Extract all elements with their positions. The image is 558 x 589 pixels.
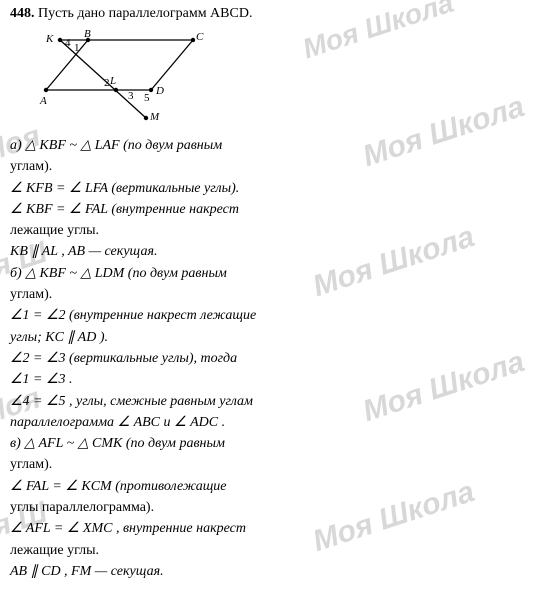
part-b-line3: ∠1 = ∠2 (внутренние накрест лежащие [10, 306, 548, 326]
part-b-line1: б) △ KBF ~ △ LDM (по двум равным [10, 264, 548, 284]
part-a-line1: а) △ KBF ~ △ LAF (по двум равным [10, 136, 548, 156]
part-b-line8: параллелограмма ∠ ABC и ∠ ADC . [10, 413, 548, 433]
part-c-line2: углам). [10, 455, 548, 475]
svg-text:C: C [196, 31, 204, 43]
part-b-line6: ∠1 = ∠3 . [10, 370, 548, 390]
part-b-line5: ∠2 = ∠3 (вертикальные углы), тогда [10, 349, 548, 369]
part-a-line4: ∠ KBF = ∠ FAL (внутренние накрест [10, 200, 548, 220]
svg-text:3: 3 [128, 90, 134, 102]
header-text: Пусть дано параллелограмм ABCD. [38, 6, 252, 21]
svg-text:A: A [39, 95, 47, 107]
problem-header: 448. Пусть дано параллелограмм ABCD. [10, 6, 548, 22]
svg-text:4: 4 [65, 37, 71, 49]
part-a-line5: лежащие углы. [10, 221, 548, 241]
part-c-line4: углы параллелограмма). [10, 498, 548, 518]
svg-text:M: M [149, 111, 160, 123]
part-b-line7: ∠4 = ∠5 , углы, смежные равным углам [10, 392, 548, 412]
part-b-line4: углы; KC ∥ AD ). [10, 328, 548, 348]
svg-text:B: B [84, 28, 91, 40]
parallelogram-diagram: A B C D K L M 1 2 3 4 5 [28, 28, 208, 123]
part-a-line6: KB ∥ AL , AB — секущая. [10, 242, 548, 262]
part-a-line2: углам). [10, 157, 548, 177]
part-c-line1: в) △ AFL ~ △ CMK (по двум равным [10, 434, 548, 454]
svg-text:2: 2 [104, 77, 110, 89]
svg-text:K: K [45, 33, 54, 45]
part-c-line3: ∠ FAL = ∠ KCM (противолежащие [10, 477, 548, 497]
part-c-line6: лежащие углы. [10, 541, 548, 561]
part-c-line7: AB ∥ CD , FM — секущая. [10, 562, 548, 582]
svg-text:L: L [109, 75, 116, 87]
svg-text:1: 1 [74, 42, 80, 54]
part-b-line2: углам). [10, 285, 548, 305]
problem-number: 448. [10, 6, 35, 21]
part-a-line3: ∠ KFB = ∠ LFA (вертикальные углы). [10, 179, 548, 199]
svg-text:5: 5 [144, 92, 150, 104]
svg-text:D: D [155, 85, 164, 97]
part-c-line5: ∠ AFL = ∠ XMC , внутренние накрест [10, 519, 548, 539]
page-content: 448. Пусть дано параллелограмм ABCD. A B C… [0, 0, 558, 589]
